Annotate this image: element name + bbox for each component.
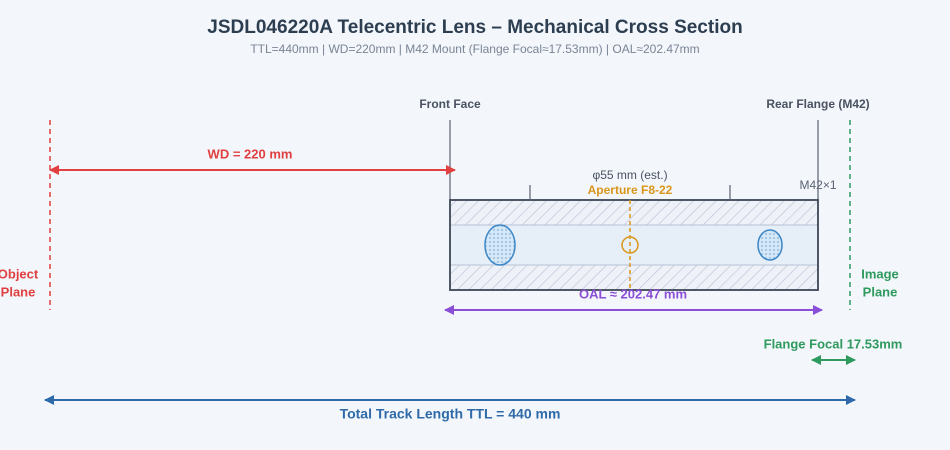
diameter-label: φ55 mm (est.) [592, 168, 667, 182]
subtitle: TTL=440mm | WD=220mm | M42 Mount (Flange… [250, 42, 699, 56]
image-plane-label: Plane [863, 284, 898, 299]
front-face-label: Front Face [419, 97, 481, 111]
oal-label: OAL ≈ 202.47 mm [579, 286, 687, 301]
ttl-label: Total Track Length TTL = 440 mm [340, 406, 561, 422]
lens-body [449, 199, 819, 291]
image-plane-label: Image [861, 266, 899, 281]
title: JSDL046220A Telecentric Lens – Mechanica… [207, 17, 742, 38]
lens-element [484, 224, 516, 266]
aperture-label: Aperture F8-22 [588, 183, 673, 197]
object-plane-label: Object [0, 266, 39, 281]
object-plane-label: Plane [1, 284, 36, 299]
barrel-wall [450, 200, 818, 225]
rear-flange-label: Rear Flange (M42) [766, 97, 869, 111]
flange-focal-label: Flange Focal 17.53mm [764, 336, 903, 351]
barrel-wall [450, 265, 818, 290]
aperture-stop [621, 236, 639, 254]
thread-label: M42×1 [799, 178, 836, 192]
wd-label: WD = 220 mm [208, 146, 293, 161]
lens-element [757, 229, 783, 261]
